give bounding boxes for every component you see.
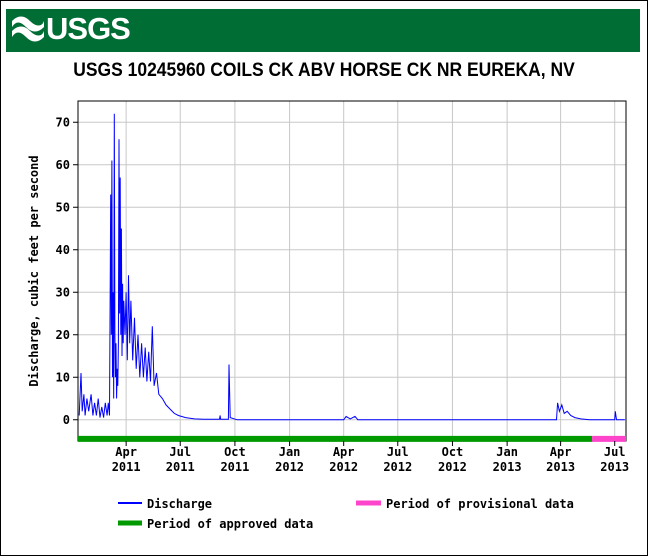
x-tick-label-year: 2012 <box>438 460 467 474</box>
y-tick-label: 30 <box>56 285 70 299</box>
x-tick-label-year: 2012 <box>275 460 304 474</box>
discharge-series-line <box>78 113 625 421</box>
usgs-banner: USGS <box>6 9 640 52</box>
usgs-logo-icon <box>12 16 44 42</box>
x-tick-label-year: 2013 <box>546 460 575 474</box>
x-tick-label-month: Jul <box>387 445 409 459</box>
legend-discharge-label: Discharge <box>147 497 212 511</box>
x-tick-label-month: Oct <box>442 445 464 459</box>
x-tick-label-month: Oct <box>224 445 246 459</box>
y-tick-label: 10 <box>56 370 70 384</box>
x-tick-label-month: Jul <box>169 445 191 459</box>
x-tick-labels: Apr2011Jul2011Oct2011Jan2012Apr2012Jul20… <box>112 441 629 474</box>
y-tick-label: 50 <box>56 200 70 214</box>
grid-lines <box>78 101 626 441</box>
x-tick-label-year: 2013 <box>493 460 522 474</box>
x-tick-label-year: 2011 <box>220 460 249 474</box>
x-tick-label-year: 2012 <box>329 460 358 474</box>
series-layer <box>78 113 625 421</box>
x-tick-label-month: Apr <box>550 445 572 459</box>
x-tick-label-month: Apr <box>333 445 355 459</box>
approval-bars <box>78 435 626 442</box>
plot-area-border <box>77 100 627 442</box>
legend-provisional-label: Period of provisional data <box>386 497 574 511</box>
y-axis-label: Discharge, cubic feet per second <box>27 155 41 386</box>
y-tick-label: 70 <box>56 115 70 129</box>
y-tick-label: 20 <box>56 328 70 342</box>
usgs-logo-text: USGS <box>46 11 131 46</box>
y-tick-label: 60 <box>56 158 70 172</box>
y-tick-label: 40 <box>56 243 70 257</box>
x-tick-label-year: 2012 <box>383 460 412 474</box>
x-tick-label-month: Jan <box>279 445 301 459</box>
x-tick-label-month: Apr <box>115 445 137 459</box>
legend: Discharge Period of provisional data Per… <box>118 497 574 531</box>
y-tick-labels: 0 10 20 30 40 50 60 70 <box>56 115 78 427</box>
chart-title: USGS 10245960 COILS CK ABV HORSE CK NR E… <box>73 60 575 81</box>
x-tick-label-year: 2011 <box>112 460 141 474</box>
x-tick-label-month: Jul <box>604 445 626 459</box>
x-tick-label-year: 2013 <box>600 460 629 474</box>
x-tick-label-month: Jan <box>496 445 518 459</box>
y-tick-label: 0 <box>63 413 70 427</box>
x-tick-label-year: 2011 <box>166 460 195 474</box>
approval-bar <box>78 435 593 442</box>
legend-approved-label: Period of approved data <box>147 517 313 531</box>
approval-bar <box>592 435 626 442</box>
